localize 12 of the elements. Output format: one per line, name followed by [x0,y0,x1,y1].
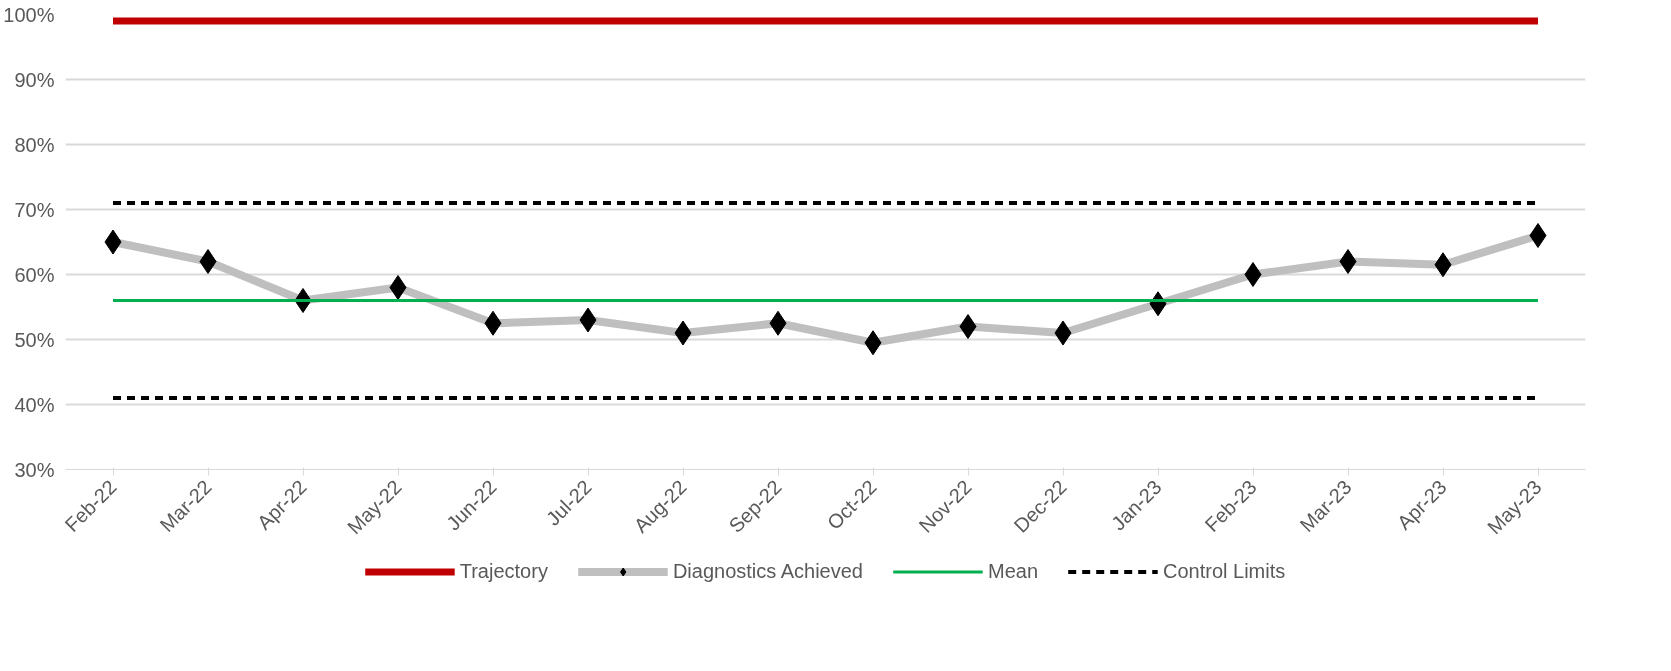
y-tick-label: 80% [14,133,55,156]
y-tick-label: 50% [14,328,55,351]
y-tick-label: 90% [14,68,55,91]
legend-label: Diagnostics Achieved [672,559,863,583]
y-tick-label: 40% [14,393,55,416]
legend-label: Control Limits [1163,559,1286,583]
y-tick-label: 30% [14,458,55,481]
legend-label: Mean [987,559,1039,583]
y-tick-label: 100% [3,3,55,26]
legend-label: Trajectory [459,559,548,583]
y-tick-label: 70% [14,198,55,221]
y-tick-label: 60% [14,263,55,286]
